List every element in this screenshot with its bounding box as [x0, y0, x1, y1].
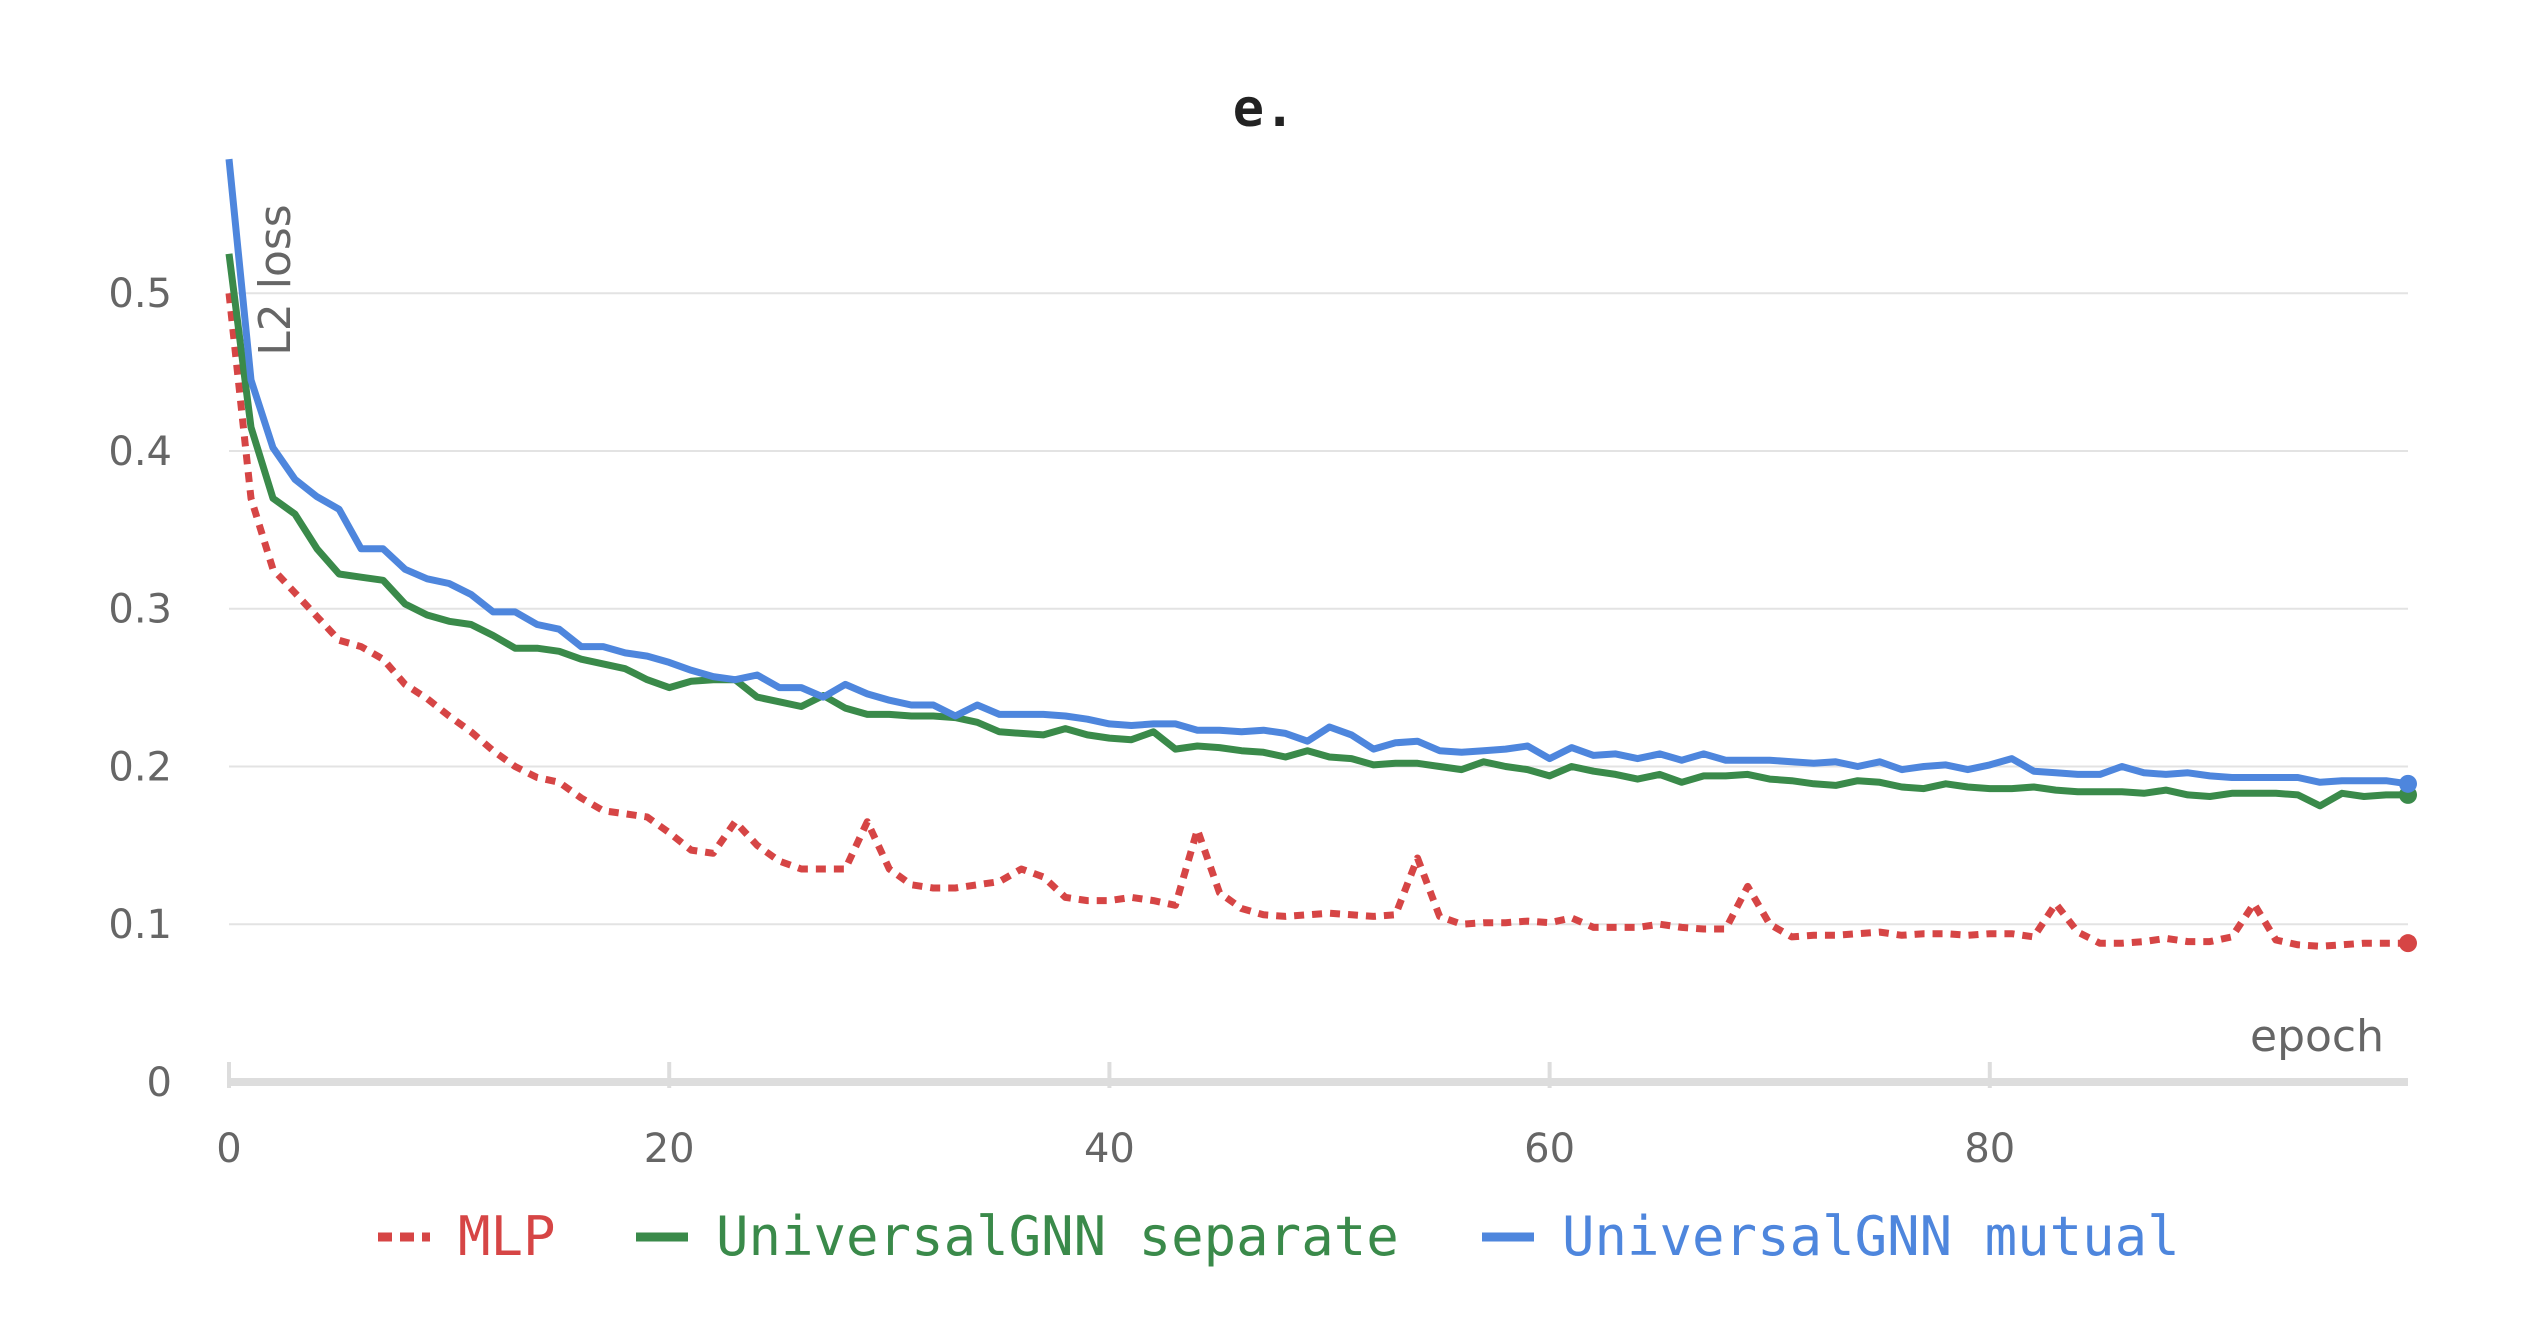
y-tick-label: 0 [147, 1060, 172, 1106]
y-axis-label: L2 loss [250, 204, 301, 356]
x-tick-label: 0 [216, 1126, 241, 1172]
series-end-point [2399, 774, 2417, 793]
series-lines [225, 158, 2417, 953]
y-tick-label: 0.4 [108, 429, 172, 475]
x-tick-label: 80 [1964, 1126, 2015, 1172]
legend: MLP UniversalGNN separate UniversalGNN mut… [378, 1205, 2180, 1268]
chart-title: e. [1233, 79, 1296, 139]
legend-item-label: UniversalGNN separate [716, 1205, 1399, 1268]
series-line [225, 292, 2408, 950]
y-axis-ticks: 0 0.1 0.2 0.3 0.4 0.5 [108, 271, 172, 1106]
legend-item-label: MLP [458, 1205, 556, 1268]
gridlines [229, 292, 2408, 926]
series-end-point [2399, 934, 2417, 953]
x-tick-label: 60 [1524, 1126, 1575, 1172]
y-tick-label: 0.5 [108, 271, 172, 317]
x-tick-label: 20 [644, 1126, 695, 1172]
x-axis-label: epoch [2250, 1011, 2384, 1062]
x-axis: 0 20 40 60 80 [216, 1062, 2408, 1172]
legend-item-label: UniversalGNN mutual [1562, 1205, 2180, 1268]
x-tick-label: 40 [1084, 1126, 1135, 1172]
series-line [225, 158, 2409, 788]
y-tick-label: 0.2 [108, 744, 172, 790]
y-tick-label: 0.1 [108, 902, 172, 948]
y-tick-label: 0.3 [108, 587, 172, 633]
series-line [225, 253, 2408, 810]
